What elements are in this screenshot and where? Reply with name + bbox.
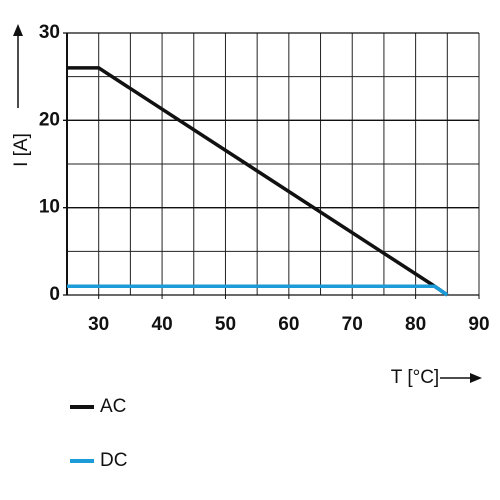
y-tick-label: 20 — [39, 109, 60, 130]
series-line — [67, 284, 449, 297]
x-tick-label: 60 — [278, 314, 299, 335]
x-tick-label: 30 — [88, 314, 109, 335]
x-axis-label: T [°C] — [391, 367, 439, 388]
y-tick-label: 30 — [39, 22, 60, 43]
x-axis-arrowhead — [470, 373, 482, 383]
x-tick-label: 70 — [342, 314, 363, 335]
x-tick-label: 40 — [152, 314, 173, 335]
y-axis-arrowhead — [13, 24, 23, 36]
y-tick-label: 0 — [49, 284, 60, 305]
legend-label: AC — [100, 396, 126, 417]
legend-label: DC — [100, 450, 127, 471]
x-tick-label: 80 — [405, 314, 426, 335]
x-tick-label: 50 — [215, 314, 236, 335]
y-axis-label: I [A] — [11, 133, 32, 167]
x-tick-label: 90 — [468, 314, 489, 335]
y-tick-label: 10 — [39, 197, 60, 218]
